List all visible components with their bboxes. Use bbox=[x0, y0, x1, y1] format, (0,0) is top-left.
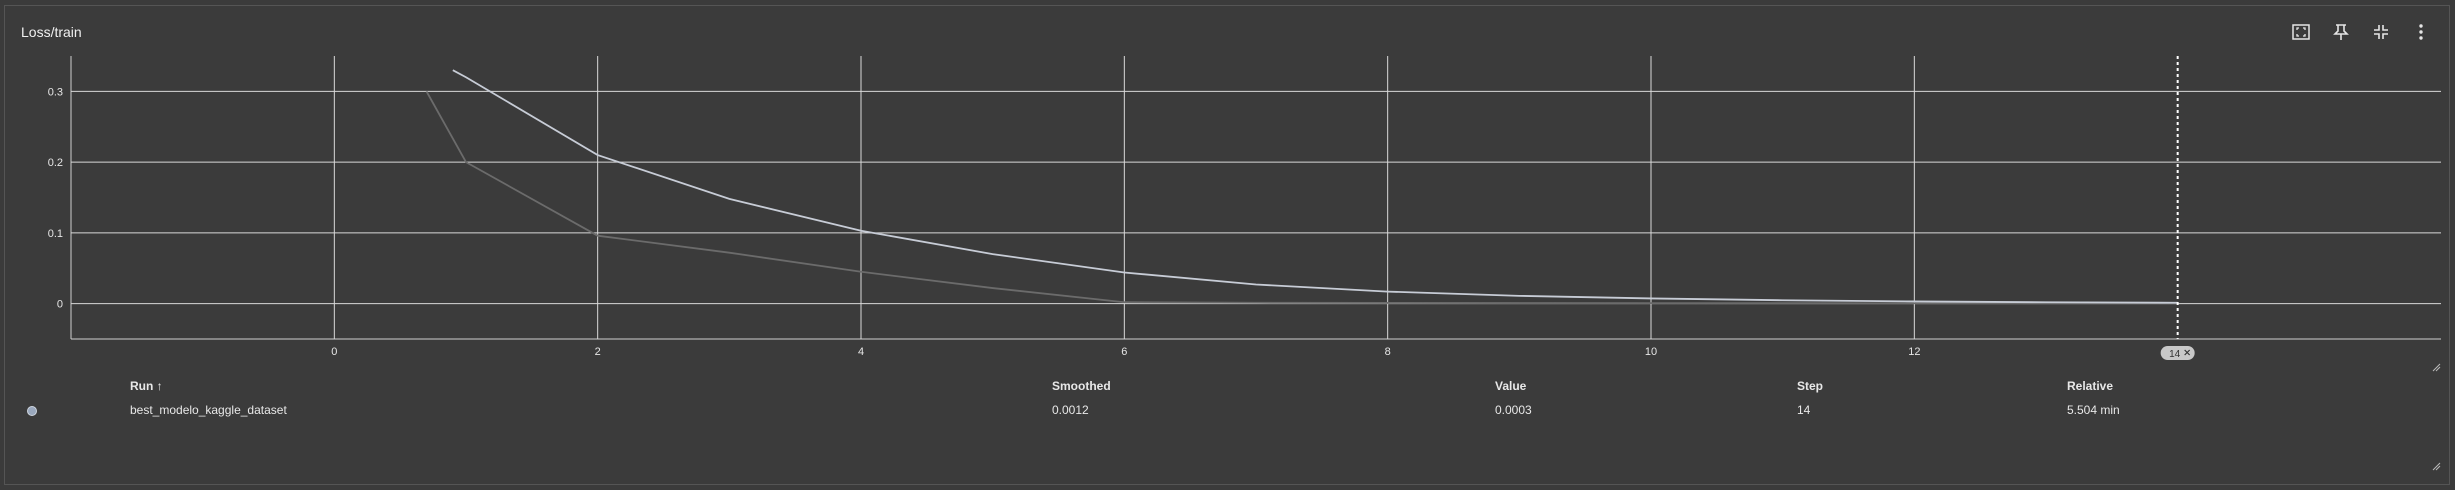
x-tick-label: 12 bbox=[1908, 346, 1920, 358]
header-value[interactable]: Value bbox=[1495, 379, 1527, 393]
step-badge bbox=[2160, 346, 2195, 360]
more-vert-icon bbox=[2419, 24, 2423, 40]
close-badge-icon bbox=[2184, 349, 2191, 356]
header-smoothed[interactable]: Smoothed bbox=[1052, 379, 1111, 393]
y-tick-label: 0 bbox=[57, 299, 63, 311]
cell-relative: 5.504 min bbox=[2067, 403, 2120, 417]
pin-icon bbox=[2333, 24, 2349, 40]
fit-domain-icon bbox=[2292, 24, 2310, 40]
cell-step: 14 bbox=[1797, 403, 1811, 417]
x-tick-label: 6 bbox=[1121, 346, 1127, 358]
x-tick-label: 4 bbox=[858, 346, 864, 358]
cell-run: best_modelo_kaggle_dataset bbox=[130, 403, 287, 417]
table-resize-handle[interactable] bbox=[2431, 461, 2441, 471]
fit-domain-button[interactable] bbox=[2289, 20, 2313, 44]
x-tick-label: 2 bbox=[595, 346, 601, 358]
more-options-button[interactable] bbox=[2409, 20, 2433, 44]
pin-button[interactable] bbox=[2329, 20, 2353, 44]
x-tick-label: 0 bbox=[331, 346, 337, 358]
x-tick-label: 10 bbox=[1645, 346, 1657, 358]
y-tick-label: 0.1 bbox=[48, 228, 63, 240]
cell-value: 0.0003 bbox=[1495, 403, 1532, 417]
header-step[interactable]: Step bbox=[1797, 379, 1824, 393]
series-line bbox=[452, 69, 2178, 304]
line-chart[interactable]: 0 2 4 6 8 10 12 0 0.1 0.2 0.3 14 bbox=[5, 6, 2451, 376]
cell-smoothed: 0.0012 bbox=[1052, 403, 1089, 417]
y-tick-label: 0.2 bbox=[48, 157, 63, 169]
card-title: Loss/train bbox=[21, 24, 82, 40]
card-toolbar bbox=[2289, 20, 2433, 44]
step-badge-label: 14 bbox=[2169, 349, 2181, 360]
series-line bbox=[425, 90, 2178, 305]
scalar-card: Loss/train 0 2 4 6 8 10 12 0 0.1 0.2 0.3 1 bbox=[4, 5, 2450, 485]
collapse-button[interactable] bbox=[2369, 20, 2393, 44]
chart-resize-handle[interactable] bbox=[2431, 362, 2441, 372]
collapse-icon bbox=[2374, 25, 2388, 39]
run-color-dot bbox=[27, 406, 37, 416]
y-tick-label: 0.3 bbox=[48, 86, 63, 98]
header-run[interactable]: Run ↑ bbox=[130, 379, 163, 393]
header-relative[interactable]: Relative bbox=[2067, 379, 2114, 393]
x-tick-label: 8 bbox=[1385, 346, 1391, 358]
